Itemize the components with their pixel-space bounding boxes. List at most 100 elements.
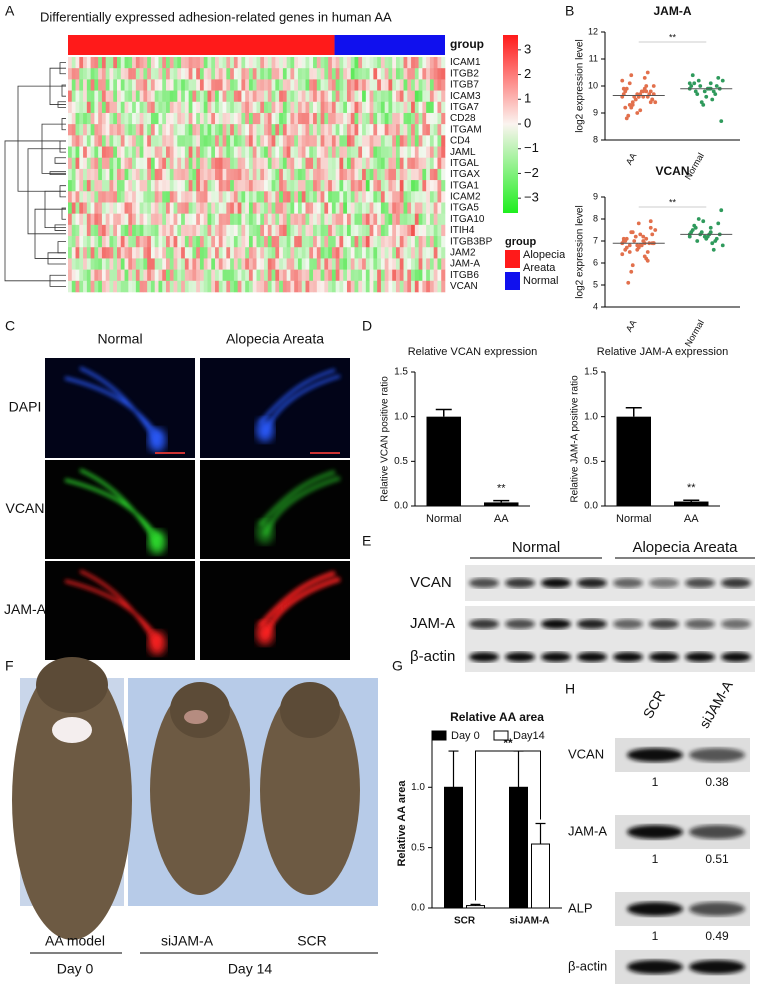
heatmap-cell: [426, 236, 431, 248]
heatmap-cell: [414, 269, 419, 282]
heatmap-cell: [403, 224, 408, 237]
heatmap-cell: [181, 258, 186, 270]
heatmap-cell: [75, 79, 80, 91]
heatmap-cell: [275, 213, 280, 226]
heatmap-cell: [313, 146, 318, 159]
y-tick-label: 1.0: [411, 782, 425, 793]
heatmap-cell: [94, 168, 99, 181]
heatmap-cell: [339, 112, 344, 125]
heatmap-cell: [150, 124, 156, 136]
heatmap-cell: [245, 213, 250, 226]
heatmap-cell: [230, 224, 235, 237]
heatmap-cell: [132, 247, 137, 259]
heatmap-cell: [339, 101, 344, 114]
heatmap-cell: [343, 146, 348, 159]
heatmap-cell: [407, 124, 412, 136]
heatmap-cell: [181, 224, 186, 237]
heatmap-cell: [211, 101, 216, 114]
heatmap-cell: [437, 236, 442, 248]
heatmap-cell: [86, 168, 91, 181]
heatmap-cell: [196, 57, 201, 69]
heatmap-cell: [177, 280, 182, 293]
heatmap: ICAM1ITGB2ITGB7ICAM3ITGA7CD28ITGAMCD4JAM…: [4, 35, 565, 293]
heatmap-cell: [260, 258, 265, 270]
heatmap-cell: [282, 101, 287, 114]
heatmap-cell: [211, 135, 216, 147]
heatmap-cell: [324, 68, 329, 80]
band: [685, 578, 715, 588]
heatmap-cell: [233, 224, 238, 237]
heatmap-cell: [101, 124, 106, 136]
heatmap-cell: [403, 247, 408, 259]
heatmap-cell: [132, 79, 137, 91]
heatmap-cell: [346, 180, 352, 192]
heatmap-cell: [437, 202, 442, 214]
gene-label: ITGAM: [450, 124, 482, 135]
heatmap-cell: [260, 236, 265, 248]
heatmap-cell: [395, 79, 401, 91]
heatmap-cell: [392, 112, 397, 125]
heatmap-cell: [120, 202, 125, 214]
heatmap-cell: [286, 57, 291, 69]
heatmap-cell: [407, 135, 412, 147]
dot: [716, 76, 721, 80]
heatmap-cell: [139, 79, 144, 91]
y-tick-label: 7: [593, 235, 598, 245]
heatmap-cell: [282, 202, 287, 214]
heatmap-cell: [335, 124, 340, 136]
band: [541, 619, 571, 629]
dot: [696, 78, 701, 83]
heatmap-cell: [331, 124, 336, 136]
heatmap-cell: [426, 101, 431, 114]
heatmap-cell: [120, 135, 125, 147]
heatmap-cell: [354, 135, 359, 147]
legend-swatch: [431, 730, 447, 741]
heatmap-cell: [362, 224, 367, 237]
heatmap-cell: [418, 236, 423, 248]
heatmap-cell: [331, 168, 336, 181]
heatmap-cell: [75, 57, 80, 69]
heatmap-cell: [384, 146, 389, 159]
heatmap-cell: [305, 191, 310, 203]
heatmap-cell: [211, 213, 216, 226]
heatmap-cell: [331, 247, 336, 259]
heatmap-cell: [143, 236, 148, 248]
dot: [690, 73, 695, 78]
heatmap-cell: [215, 112, 220, 125]
heatmap-cell: [362, 191, 367, 203]
heatmap-cell: [343, 68, 348, 80]
heatmap-cell: [373, 224, 378, 237]
heatmap-cell: [362, 168, 367, 181]
heatmap-cell: [90, 57, 95, 69]
heatmap-cell: [294, 101, 299, 114]
heatmap-cell: [309, 157, 314, 170]
heatmap-cell: [128, 135, 133, 147]
y-tick-label: 1.0: [394, 411, 408, 422]
heatmap-cell: [388, 202, 393, 214]
heatmap-cell: [395, 191, 401, 203]
heatmap-cell: [181, 247, 186, 259]
heatmap-cell: [339, 202, 344, 214]
heatmap-cell: [218, 236, 223, 248]
heatmap-cell: [441, 247, 446, 259]
heatmap-cell: [139, 157, 144, 170]
heatmap-cell: [313, 157, 318, 170]
heatmap-cell: [275, 236, 280, 248]
heatmap-cell: [282, 135, 287, 147]
y-axis-label: log2 expression level: [575, 39, 586, 132]
dot: [644, 89, 649, 94]
heatmap-cell: [120, 90, 125, 103]
heatmap-cell: [139, 68, 144, 80]
heatmap-cell: [275, 202, 280, 214]
heatmap-cell: [313, 112, 318, 125]
heatmap-cell: [154, 258, 159, 270]
heatmap-cell: [162, 168, 167, 181]
heatmap-cell: [173, 247, 178, 259]
heatmap-cell: [362, 146, 367, 159]
heatmap-cell: [339, 180, 344, 192]
heatmap-cell: [132, 146, 137, 159]
heatmap-cell: [192, 157, 197, 170]
heatmap-cell: [222, 124, 227, 136]
heatmap-cell: [411, 213, 416, 226]
heatmap-cell: [373, 236, 378, 248]
